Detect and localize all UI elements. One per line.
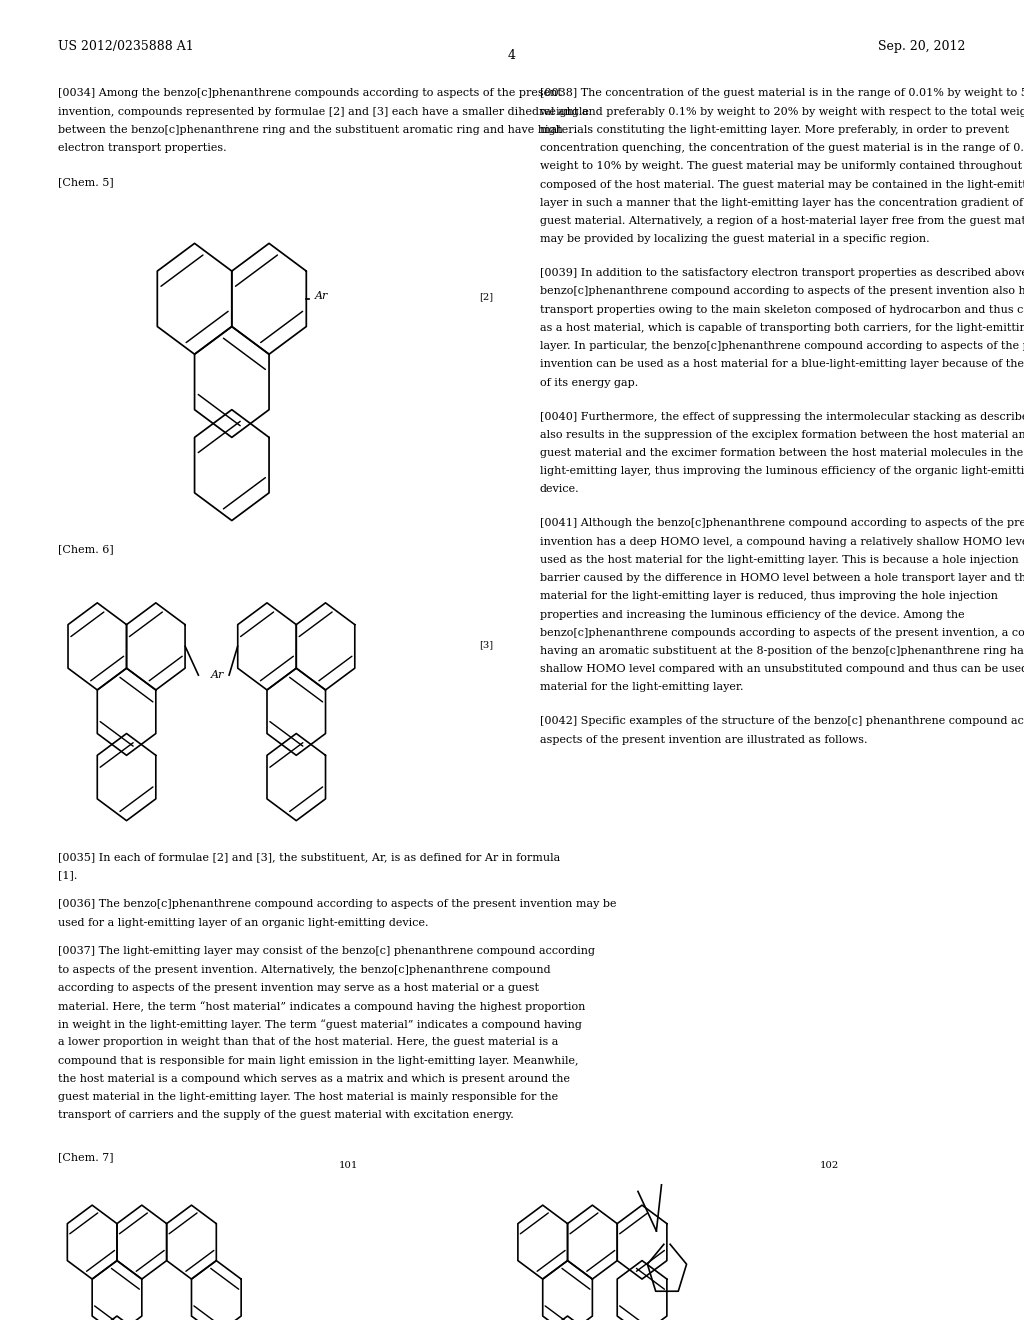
Text: [2]: [2] bbox=[479, 292, 494, 301]
Text: [0034] Among the benzo[c]phenanthrene compounds according to aspects of the pres: [0034] Among the benzo[c]phenanthrene co… bbox=[58, 88, 562, 99]
Text: a lower proportion in weight than that of the host material. Here, the guest mat: a lower proportion in weight than that o… bbox=[58, 1038, 559, 1047]
Text: [Chem. 7]: [Chem. 7] bbox=[58, 1152, 114, 1163]
Text: [0039] In addition to the satisfactory electron transport properties as describe: [0039] In addition to the satisfactory e… bbox=[540, 268, 1024, 279]
Text: layer. In particular, the benzo[c]phenanthrene compound according to aspects of : layer. In particular, the benzo[c]phenan… bbox=[540, 341, 1024, 351]
Text: [0038] The concentration of the guest material is in the range of 0.01% by weigh: [0038] The concentration of the guest ma… bbox=[540, 88, 1024, 99]
Text: Ar: Ar bbox=[211, 671, 224, 680]
Text: [0041] Although the benzo[c]phenanthrene compound according to aspects of the pr: [0041] Although the benzo[c]phenanthrene… bbox=[540, 519, 1024, 528]
Text: layer in such a manner that the light-emitting layer has the concentration gradi: layer in such a manner that the light-em… bbox=[540, 198, 1024, 207]
Text: between the benzo[c]phenanthrene ring and the substituent aromatic ring and have: between the benzo[c]phenanthrene ring an… bbox=[58, 125, 563, 135]
Text: device.: device. bbox=[540, 484, 580, 495]
Text: [0042] Specific examples of the structure of the benzo[c] phenanthrene compound : [0042] Specific examples of the structur… bbox=[540, 717, 1024, 726]
Text: barrier caused by the difference in HOMO level between a hole transport layer an: barrier caused by the difference in HOMO… bbox=[540, 573, 1024, 583]
Text: benzo[c]phenanthrene compound according to aspects of the present invention also: benzo[c]phenanthrene compound according … bbox=[540, 286, 1024, 297]
Text: [Chem. 5]: [Chem. 5] bbox=[58, 177, 114, 187]
Text: concentration quenching, the concentration of the guest material is in the range: concentration quenching, the concentrati… bbox=[540, 143, 1024, 153]
Text: invention has a deep HOMO level, a compound having a relatively shallow HOMO lev: invention has a deep HOMO level, a compo… bbox=[540, 537, 1024, 546]
Text: having an aromatic substituent at the 8-position of the benzo[c]phenanthrene rin: having an aromatic substituent at the 8-… bbox=[540, 645, 1024, 656]
Text: also results in the suppression of the exciplex formation between the host mater: also results in the suppression of the e… bbox=[540, 430, 1024, 440]
Text: invention can be used as a host material for a blue-light-emitting layer because: invention can be used as a host material… bbox=[540, 359, 1024, 370]
Text: [1].: [1]. bbox=[58, 871, 78, 880]
Text: US 2012/0235888 A1: US 2012/0235888 A1 bbox=[58, 40, 195, 53]
Text: in weight in the light-emitting layer. The term “guest material” indicates a com: in weight in the light-emitting layer. T… bbox=[58, 1019, 583, 1030]
Text: 4: 4 bbox=[508, 49, 516, 62]
Text: of its energy gap.: of its energy gap. bbox=[540, 378, 638, 388]
Text: materials constituting the light-emitting layer. More preferably, in order to pr: materials constituting the light-emittin… bbox=[540, 125, 1009, 135]
Text: aspects of the present invention are illustrated as follows.: aspects of the present invention are ill… bbox=[540, 735, 867, 744]
Text: [3]: [3] bbox=[479, 640, 494, 649]
Text: guest material. Alternatively, a region of a host-material layer free from the g: guest material. Alternatively, a region … bbox=[540, 216, 1024, 226]
Text: light-emitting layer, thus improving the luminous efficiency of the organic ligh: light-emitting layer, thus improving the… bbox=[540, 466, 1024, 477]
Text: may be provided by localizing the guest material in a specific region.: may be provided by localizing the guest … bbox=[540, 234, 929, 244]
Text: material for the light-emitting layer is reduced, thus improving the hole inject: material for the light-emitting layer is… bbox=[540, 591, 997, 602]
Text: [0035] In each of formulae [2] and [3], the substituent, Ar, is as defined for A: [0035] In each of formulae [2] and [3], … bbox=[58, 853, 560, 862]
Text: to aspects of the present invention. Alternatively, the benzo[c]phenanthrene com: to aspects of the present invention. Alt… bbox=[58, 965, 551, 974]
Text: [0037] The light-emitting layer may consist of the benzo[c] phenanthrene compoun: [0037] The light-emitting layer may cons… bbox=[58, 946, 595, 956]
Text: material for the light-emitting layer.: material for the light-emitting layer. bbox=[540, 682, 743, 693]
Text: weight and preferably 0.1% by weight to 20% by weight with respect to the total : weight and preferably 0.1% by weight to … bbox=[540, 107, 1024, 116]
Text: properties and increasing the luminous efficiency of the device. Among the: properties and increasing the luminous e… bbox=[540, 610, 965, 619]
Text: the host material is a compound which serves as a matrix and which is present ar: the host material is a compound which se… bbox=[58, 1074, 570, 1084]
Text: Sep. 20, 2012: Sep. 20, 2012 bbox=[879, 40, 966, 53]
Text: electron transport properties.: electron transport properties. bbox=[58, 143, 227, 153]
Text: composed of the host material. The guest material may be contained in the light-: composed of the host material. The guest… bbox=[540, 180, 1024, 190]
Text: invention, compounds represented by formulae [2] and [3] each have a smaller dih: invention, compounds represented by form… bbox=[58, 107, 589, 116]
Text: 101: 101 bbox=[339, 1162, 357, 1171]
Text: weight to 10% by weight. The guest material may be uniformly contained throughou: weight to 10% by weight. The guest mater… bbox=[540, 161, 1024, 172]
Text: guest material in the light-emitting layer. The host material is mainly responsi: guest material in the light-emitting lay… bbox=[58, 1092, 558, 1102]
Text: as a host material, which is capable of transporting both carriers, for the ligh: as a host material, which is capable of … bbox=[540, 323, 1024, 333]
Text: used for a light-emitting layer of an organic light-emitting device.: used for a light-emitting layer of an or… bbox=[58, 917, 429, 928]
Text: benzo[c]phenanthrene compounds according to aspects of the present invention, a : benzo[c]phenanthrene compounds according… bbox=[540, 628, 1024, 638]
Text: transport of carriers and the supply of the guest material with excitation energ: transport of carriers and the supply of … bbox=[58, 1110, 514, 1121]
Text: compound that is responsible for main light emission in the light-emitting layer: compound that is responsible for main li… bbox=[58, 1056, 579, 1065]
Text: guest material and the excimer formation between the host material molecules in : guest material and the excimer formation… bbox=[540, 447, 1023, 458]
Text: shallow HOMO level compared with an unsubstituted compound and thus can be used : shallow HOMO level compared with an unsu… bbox=[540, 664, 1024, 675]
Text: [Chem. 6]: [Chem. 6] bbox=[58, 544, 114, 554]
Text: [0036] The benzo[c]phenanthrene compound according to aspects of the present inv: [0036] The benzo[c]phenanthrene compound… bbox=[58, 899, 616, 909]
Text: transport properties owing to the main skeleton composed of hydrocarbon and thus: transport properties owing to the main s… bbox=[540, 305, 1024, 314]
Text: material. Here, the term “host material” indicates a compound having the highest: material. Here, the term “host material”… bbox=[58, 1001, 586, 1011]
Text: Ar: Ar bbox=[314, 292, 328, 301]
Text: according to aspects of the present invention may serve as a host material or a : according to aspects of the present inve… bbox=[58, 982, 540, 993]
Text: 102: 102 bbox=[820, 1162, 839, 1171]
Text: used as the host material for the light-emitting layer. This is because a hole i: used as the host material for the light-… bbox=[540, 554, 1019, 565]
Text: [0040] Furthermore, the effect of suppressing the intermolecular stacking as des: [0040] Furthermore, the effect of suppre… bbox=[540, 412, 1024, 421]
